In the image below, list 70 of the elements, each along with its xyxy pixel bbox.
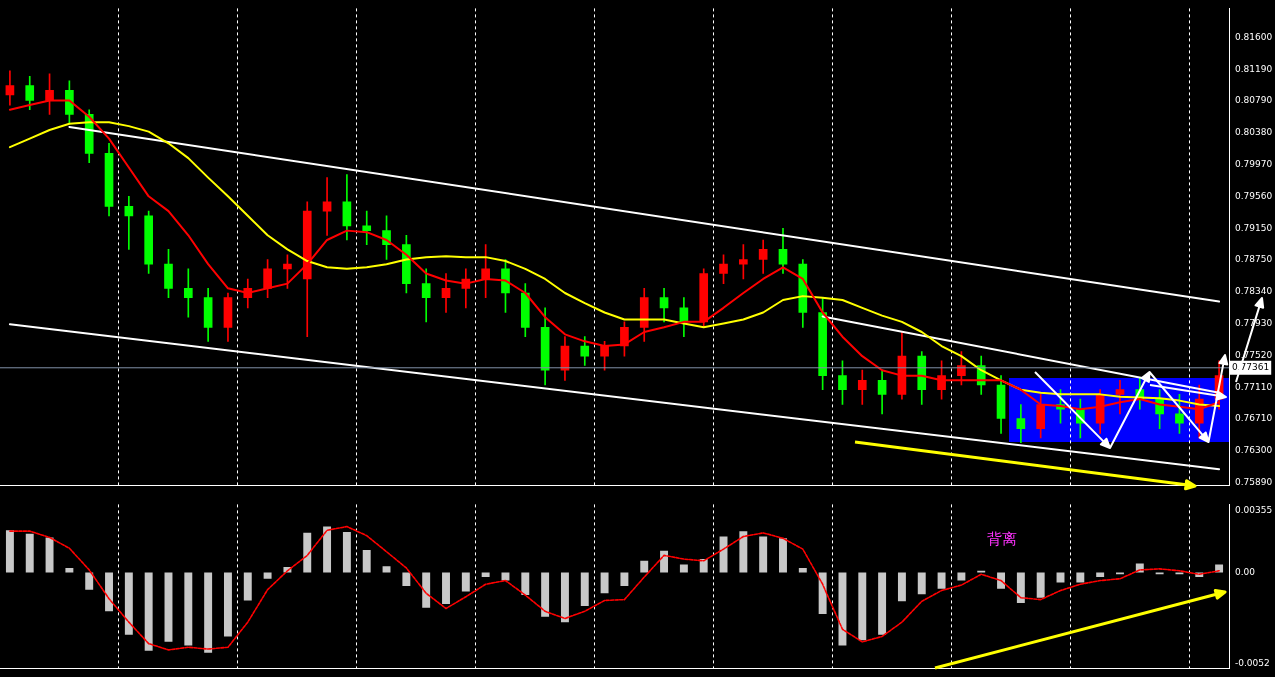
bar bbox=[699, 559, 708, 573]
bar bbox=[620, 572, 629, 586]
bar bbox=[541, 572, 550, 617]
ref-line-label: 0.77361 bbox=[1232, 362, 1270, 373]
bar bbox=[85, 572, 94, 590]
candlestick bbox=[124, 195, 134, 250]
bar bbox=[422, 572, 431, 608]
y-tick-label: 0.00355 bbox=[1235, 504, 1273, 515]
y-tick-label: 0.76300 bbox=[1235, 444, 1273, 455]
bar bbox=[679, 564, 688, 573]
bar bbox=[640, 560, 649, 573]
bar bbox=[402, 572, 411, 586]
y-tick-label: 0.77110 bbox=[1235, 381, 1273, 392]
bar bbox=[1016, 572, 1025, 604]
bar bbox=[461, 572, 470, 592]
bar bbox=[144, 572, 153, 651]
bar bbox=[917, 572, 926, 595]
bar bbox=[897, 572, 906, 602]
bar bbox=[580, 572, 589, 606]
bar bbox=[838, 572, 847, 646]
bar bbox=[5, 530, 14, 573]
y-tick-label: -0.0052 bbox=[1235, 657, 1270, 668]
bar bbox=[45, 537, 54, 573]
bar bbox=[660, 550, 669, 573]
bar bbox=[798, 567, 807, 573]
y-tick-label: 0.81190 bbox=[1235, 63, 1273, 74]
bar bbox=[342, 532, 351, 573]
bar bbox=[442, 572, 450, 604]
y-tick-label: 0.79150 bbox=[1235, 222, 1273, 233]
y-tick-label: 0.76710 bbox=[1235, 412, 1273, 423]
bar bbox=[957, 572, 966, 581]
bar bbox=[65, 567, 74, 573]
bar bbox=[204, 572, 213, 653]
bar bbox=[25, 533, 34, 573]
bar bbox=[362, 549, 371, 573]
bar bbox=[600, 572, 609, 594]
bar bbox=[779, 538, 787, 573]
bar bbox=[184, 572, 193, 646]
bar bbox=[878, 572, 887, 635]
bar bbox=[739, 531, 748, 573]
bar bbox=[560, 572, 569, 623]
y-tick-label: 0.80380 bbox=[1235, 126, 1273, 137]
bar bbox=[303, 532, 312, 573]
bar bbox=[105, 572, 113, 612]
bar bbox=[937, 572, 946, 589]
y-tick-label: 0.80790 bbox=[1235, 94, 1273, 105]
y-tick-label: 0.81600 bbox=[1235, 31, 1273, 42]
bar bbox=[521, 572, 530, 596]
bar bbox=[759, 536, 768, 573]
candlestick bbox=[322, 177, 332, 236]
y-tick-label: 0.00 bbox=[1235, 566, 1256, 577]
y-tick-label: 0.78340 bbox=[1235, 285, 1273, 296]
bar bbox=[224, 572, 232, 637]
y-tick-label: 0.75890 bbox=[1235, 476, 1273, 487]
bar bbox=[323, 526, 332, 573]
line-series bbox=[9, 525, 1220, 651]
bar bbox=[243, 572, 252, 601]
candlestick bbox=[362, 210, 372, 245]
bar bbox=[263, 572, 272, 579]
bar bbox=[818, 572, 827, 614]
annotation: 背离 bbox=[986, 530, 1017, 549]
y-tick-label: 0.79970 bbox=[1235, 158, 1273, 169]
bar bbox=[858, 572, 867, 641]
bar bbox=[382, 566, 391, 573]
y-tick-label: 0.79560 bbox=[1235, 190, 1273, 201]
y-tick-label: 0.78750 bbox=[1235, 253, 1273, 264]
candlestick bbox=[183, 268, 193, 318]
bar bbox=[124, 572, 133, 635]
bar bbox=[1076, 572, 1085, 583]
bar bbox=[1036, 572, 1045, 598]
